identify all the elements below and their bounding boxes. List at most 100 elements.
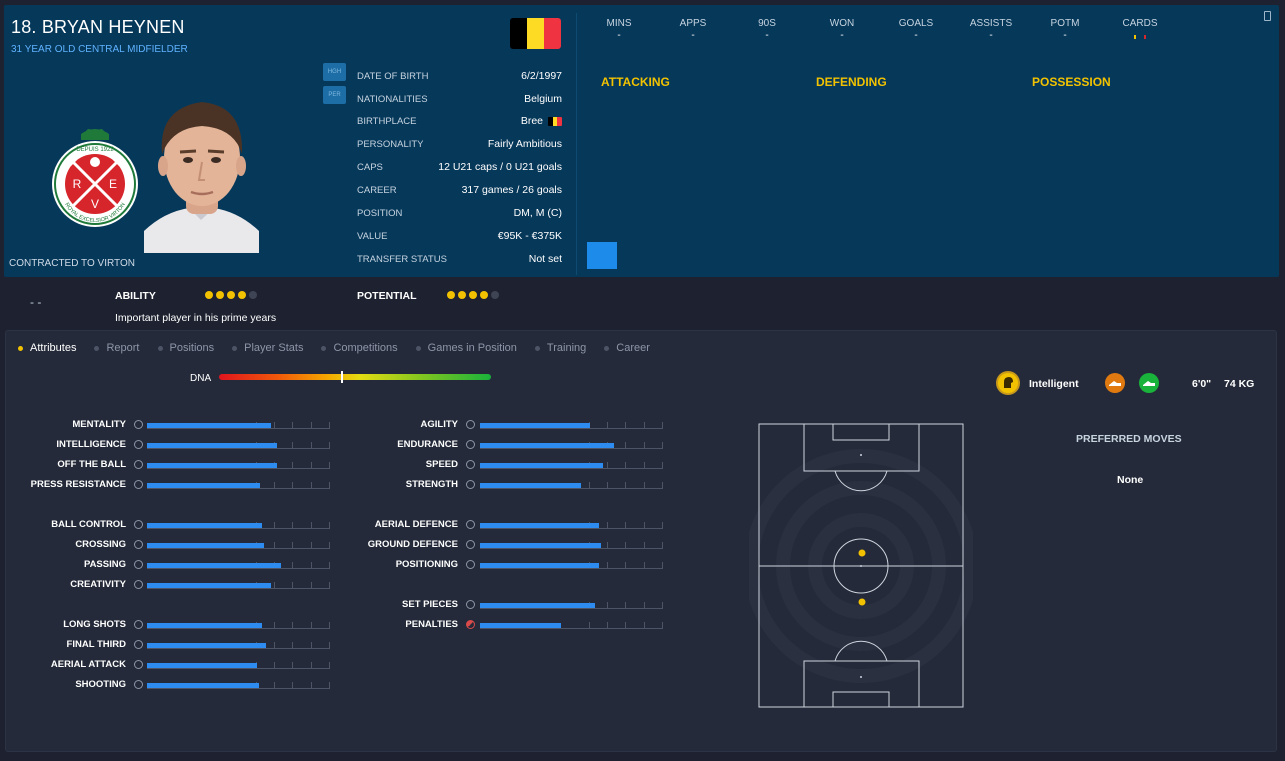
bar-tick (625, 482, 627, 489)
tab-report[interactable]: Report (94, 342, 140, 354)
tab-games-in-position[interactable]: Games in Position (415, 342, 517, 354)
attribute-name: CROSSING (75, 539, 126, 550)
attribute-row[interactable]: SPEED (339, 458, 669, 472)
attribute-row[interactable]: SHOOTING (6, 678, 337, 692)
stat-mins: MINS - (589, 18, 649, 41)
attribute-row[interactable]: AERIAL ATTACK (6, 658, 337, 672)
star-icon (249, 291, 257, 299)
info-value: 12 U21 caps / 0 U21 goals (438, 161, 562, 173)
stat-value: - (1063, 30, 1067, 41)
bar-tick (310, 462, 312, 469)
position-marker-mc[interactable] (858, 598, 866, 606)
tab-player-stats[interactable]: Player Stats (232, 342, 303, 354)
rating-placeholder: - - (30, 295, 42, 309)
attribute-row[interactable]: PRESS RESISTANCE (6, 478, 337, 492)
attribute-name: MENTALITY (72, 419, 126, 430)
club-crest-icon[interactable]: DEPUIS 1922 R E V ROYAL EXCELSIOR VIRTON (51, 126, 139, 238)
bar-tick (292, 562, 294, 569)
bar-tick (662, 542, 663, 549)
side-button[interactable]: PER (323, 86, 346, 104)
stat-label: GOALS (898, 18, 934, 29)
attribute-row[interactable]: LONG SHOTS (6, 618, 337, 632)
stat-assists: ASSISTS - (961, 18, 1021, 41)
stat-label: 90S (758, 18, 776, 29)
bar-tick (329, 422, 330, 429)
tab-positions[interactable]: Positions (157, 342, 214, 354)
bar-tick (274, 582, 276, 589)
attribute-row[interactable]: AGILITY (339, 418, 669, 432)
attribute-bar-fill (147, 443, 277, 448)
birthplace-value: Bree (520, 115, 543, 127)
attribute-row[interactable]: STRENGTH (339, 478, 669, 492)
attribute-bar-fill (147, 463, 277, 468)
tab-attributes[interactable]: Attributes (18, 342, 76, 354)
star-icon (216, 291, 224, 299)
bar-tick (329, 642, 330, 649)
tab-label: Attributes (30, 342, 77, 354)
info-label: CAPS (357, 161, 383, 173)
attribute-row[interactable]: POSITIONING (339, 558, 669, 572)
attribute-row[interactable]: SET PIECES (339, 598, 669, 612)
attribute-bar-fill (147, 663, 257, 668)
attribute-bar-fill (147, 623, 263, 628)
preferred-moves-title: PREFERRED MOVES (1076, 433, 1182, 445)
bar-tick (274, 522, 276, 529)
attribute-bar (480, 422, 663, 429)
yellow-card-icon (1134, 35, 1136, 39)
attribute-name: FINAL THIRD (66, 639, 126, 650)
attribute-row[interactable]: PENALTIES (339, 618, 669, 632)
bar-tick (329, 562, 330, 569)
attribute-name: PASSING (83, 559, 126, 570)
attribute-row[interactable]: BALL CONTROL (6, 518, 337, 532)
attribute-row[interactable]: CROSSING (6, 538, 337, 552)
attribute-bar-fill (147, 643, 266, 648)
attribute-row[interactable]: FINAL THIRD (6, 638, 337, 652)
attribute-row[interactable]: MENTALITY (6, 418, 337, 432)
attribute-bar-fill (480, 603, 596, 608)
attribute-bar (480, 462, 663, 469)
bar-tick (607, 622, 609, 629)
color-swatch[interactable] (587, 242, 617, 269)
info-row: PERSONALITY Fairly Ambitious (357, 135, 562, 153)
attribute-row[interactable]: PASSING (6, 558, 337, 572)
attribute-bar-fill (147, 523, 263, 528)
attribute-bar (147, 662, 330, 669)
expand-icon[interactable] (1264, 11, 1271, 21)
bar-tick (662, 482, 663, 489)
tab-dot-icon (157, 345, 163, 351)
attribute-trend-icon (134, 560, 143, 569)
tab-career[interactable]: Career (604, 342, 650, 354)
potential-label: POTENTIAL (357, 290, 417, 302)
tab-competitions[interactable]: Competitions (321, 342, 398, 354)
tab-label: Games in Position (427, 342, 517, 354)
bar-tick (625, 602, 627, 609)
info-value[interactable]: Belgium (524, 93, 562, 105)
attribute-row[interactable]: GROUND DEFENCE (339, 538, 669, 552)
tab-training[interactable]: Training (534, 342, 587, 354)
attribute-trend-icon (466, 520, 475, 529)
attribute-bar-fill (480, 623, 561, 628)
bar-tick (310, 582, 312, 589)
info-label: TRANSFER STATUS (357, 253, 447, 265)
attribute-bar (147, 542, 330, 549)
position-marker-dm[interactable] (858, 549, 866, 557)
attribute-row[interactable]: AERIAL DEFENCE (339, 518, 669, 532)
position-pitch (749, 423, 973, 708)
side-button[interactable]: HGH (323, 63, 346, 81)
attribute-bar-fill (480, 423, 590, 428)
attribute-row[interactable]: OFF THE BALL (6, 458, 337, 472)
attribute-bar (480, 522, 663, 529)
attribute-bar (147, 582, 330, 589)
attribute-name: BALL CONTROL (51, 519, 126, 530)
info-value[interactable]: Not set (528, 253, 562, 265)
star-icon (491, 291, 499, 299)
attribute-row[interactable]: ENDURANCE (339, 438, 669, 452)
stat-value: - (617, 30, 621, 41)
bar-tick (329, 522, 330, 529)
attribute-bar (147, 422, 330, 429)
tab-label: Training (546, 342, 587, 354)
stat-value: - (765, 30, 769, 41)
attribute-name: PRESS RESISTANCE (30, 479, 126, 490)
attribute-row[interactable]: CREATIVITY (6, 578, 337, 592)
attribute-row[interactable]: INTELLIGENCE (6, 438, 337, 452)
